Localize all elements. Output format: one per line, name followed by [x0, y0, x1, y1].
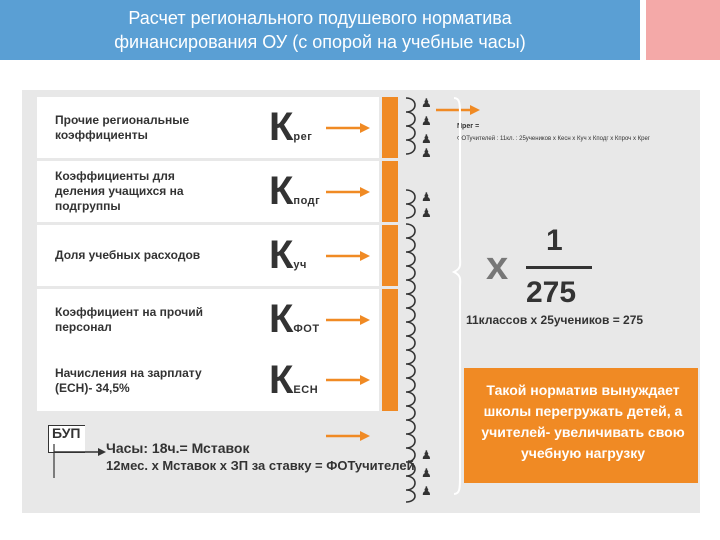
conclusion-text: Такой норматив вынуждает школы перегружа…: [481, 382, 685, 461]
orange-bar: [382, 161, 398, 222]
row-label: Доля учебных расходов: [55, 248, 201, 262]
corner-divider: [641, 0, 646, 60]
corner-accent: [646, 0, 720, 60]
coefficient-symbol: КЕСН: [269, 358, 319, 402]
coefficient-symbol: Куч: [269, 233, 307, 277]
person-icon: ♟: [421, 114, 432, 128]
arrow-right-icon: [326, 431, 370, 441]
arrow-right-icon: [326, 251, 370, 261]
page-title-line-2: финансирования ОУ (с опорой на учебные ч…: [114, 32, 526, 52]
person-icon: ♟: [421, 448, 432, 462]
arrow-right-icon: [326, 123, 370, 133]
arrow-right-icon: [326, 375, 370, 385]
row-payroll-taxes: Начисления на зарплату (ЕСН)- 34,5% КЕСН: [37, 350, 379, 411]
multiply-sign: х: [486, 244, 509, 288]
arrow-right-icon: [326, 187, 370, 197]
row-label: Прочие региональные коэффициенты: [55, 112, 190, 142]
row-label: Коэффициенты для деления учащихся на под…: [55, 169, 184, 213]
row-other-staff-coefficient: Коэффициент на прочий персонал КФОТ: [37, 289, 379, 350]
title-bar: [0, 0, 640, 60]
person-icon: ♟: [421, 484, 432, 498]
hours-formula: Часы: 18ч.= Мставок: [106, 440, 250, 456]
orange-bar: [382, 350, 398, 411]
spring-coil-icon: [405, 97, 416, 503]
coefficient-symbol: Крег: [269, 105, 313, 149]
orange-bar: [382, 289, 398, 350]
row-label: Начисления на зарплату (ЕСН)- 34,5%: [55, 365, 202, 395]
orange-bar: [382, 97, 398, 158]
bup-arrow-icon: [53, 444, 106, 478]
orange-bar: [382, 225, 398, 286]
right-brace: [452, 97, 462, 495]
class-calculation: 11классов х 25учеников = 275: [466, 313, 644, 327]
row-subgroup-coefficients: Коэффициенты для деления учащихся на под…: [37, 161, 379, 222]
bup-label: БУП: [52, 425, 81, 441]
arrow-right-icon: [436, 105, 480, 115]
norm-formula: ФОТучителей : 11кл. : 25учеников х Кесн …: [457, 136, 650, 142]
fraction-numerator: 1: [546, 224, 563, 257]
norm-label: Nрег =: [457, 123, 480, 130]
person-icon: ♟: [421, 132, 432, 146]
row-label: Коэффициент на прочий персонал: [55, 304, 203, 334]
person-icon: ♟: [421, 96, 432, 110]
page-title-line-1: Расчет регионального подушевого норматив…: [128, 8, 512, 28]
arrow-right-icon: [326, 315, 370, 325]
person-icon: ♟: [421, 146, 432, 160]
fraction-line: [526, 266, 592, 269]
person-icon: ♟: [421, 466, 432, 480]
conclusion-box: [464, 368, 698, 483]
person-icon: ♟: [421, 206, 432, 220]
page-title: Расчет регионального подушевого норматив…: [20, 6, 620, 54]
row-study-expenses-share: Доля учебных расходов Куч: [37, 225, 379, 286]
person-icon: ♟: [421, 190, 432, 204]
fraction-denominator: 275: [526, 276, 577, 309]
payroll-formula: 12мес. х Мставок х ЗП за ставку = ФОТучи…: [106, 458, 415, 473]
coefficient-symbol: Кподг: [269, 169, 321, 213]
coefficient-symbol: КФОТ: [269, 297, 320, 341]
row-regional-coefficients: Прочие региональные коэффициенты Крег: [37, 97, 379, 158]
